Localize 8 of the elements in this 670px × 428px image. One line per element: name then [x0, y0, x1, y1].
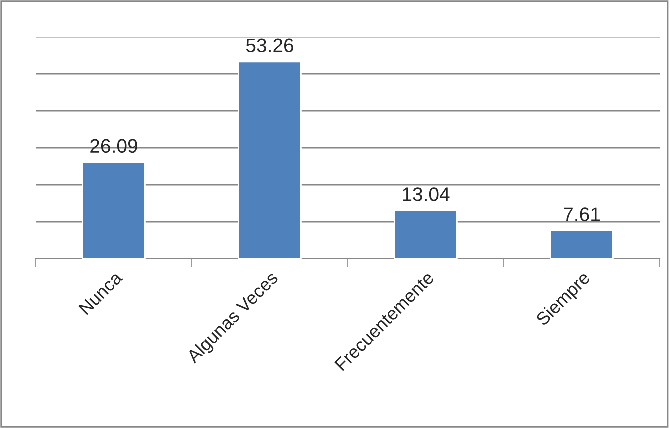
data-label: 53.26: [246, 38, 294, 53]
bar: [394, 210, 458, 259]
data-label: 26.09: [90, 139, 138, 154]
data-label: 13.04: [403, 188, 450, 202]
bar: [550, 230, 614, 259]
bar: [238, 61, 302, 259]
bar: [82, 162, 146, 259]
data-label: 7.61: [564, 208, 600, 222]
